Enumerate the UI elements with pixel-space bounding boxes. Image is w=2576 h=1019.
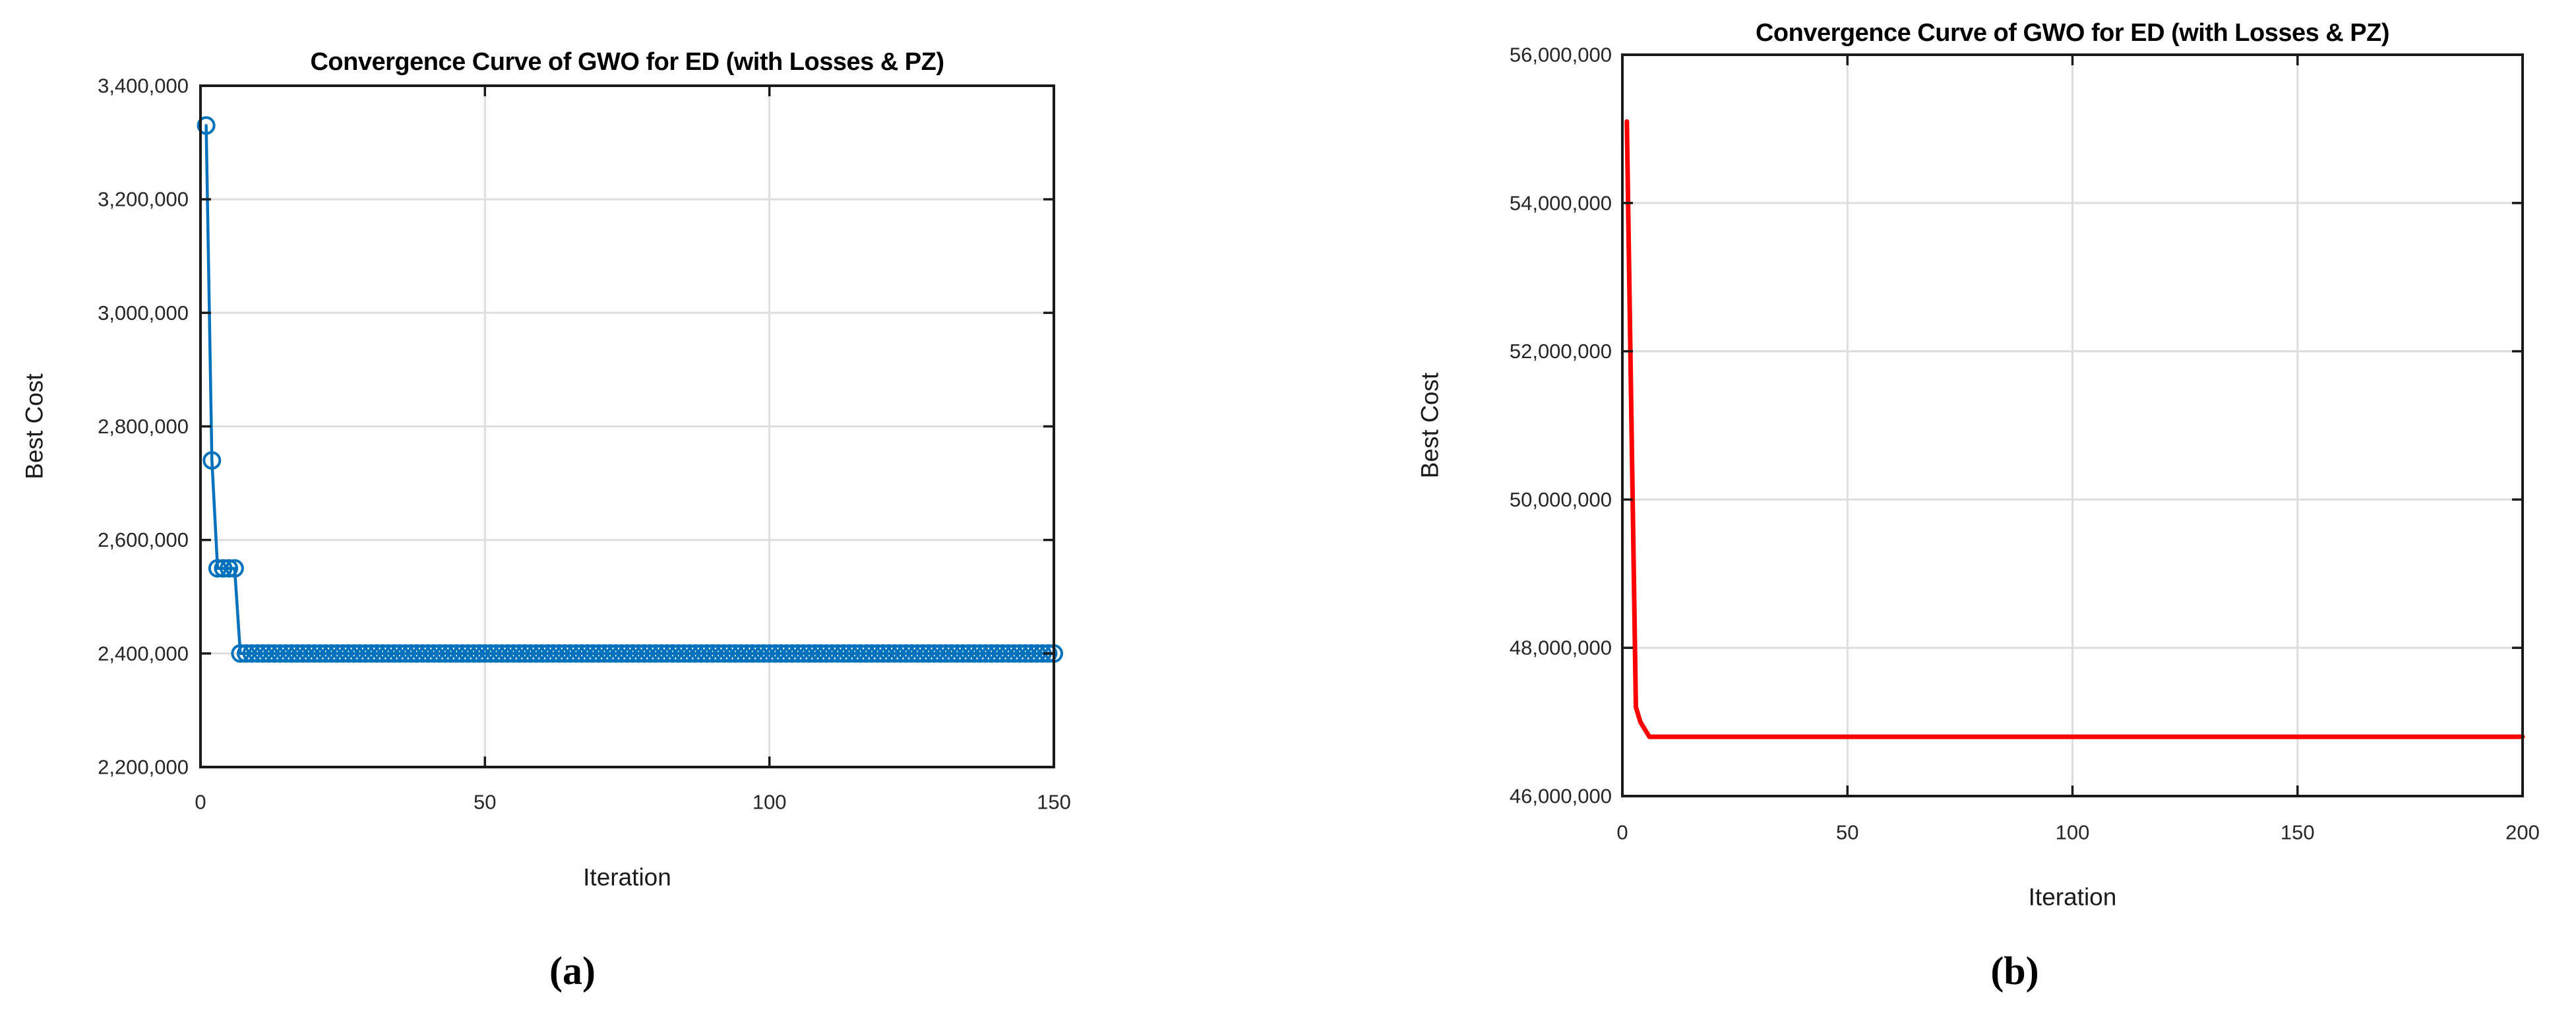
chart-b-convergence-plot: 46,000,000 48,000,000 50,000,000 52,000,000…: [1417, 19, 2540, 911]
y-tick-label: 3,200,000: [98, 188, 189, 211]
subfigure-label-a: (a): [549, 949, 596, 993]
series-marker: [1039, 644, 1058, 663]
y-tick-label: 3,000,000: [98, 301, 189, 324]
x-tick-label: 50: [1836, 821, 1858, 844]
y-tick-label: 54,000,000: [1510, 191, 1612, 214]
x-axis-label: Iteration: [583, 864, 671, 891]
series-line-gwo-best-cost: [1624, 119, 2525, 739]
series-marker: [202, 451, 222, 470]
y-tick-label: 2,600,000: [98, 528, 189, 551]
figure-b: 46,000,000 48,000,000 50,000,000 52,000,000…: [1290, 0, 2576, 1019]
axes-box: [199, 84, 1055, 768]
chart-a-convergence-plot: 2,200,000 2,400,000 2,600,000 2,800,000 3,00…: [21, 48, 1071, 891]
series-marker: [225, 559, 244, 578]
y-tick-label: 56,000,000: [1510, 44, 1612, 67]
series-marker: [220, 559, 239, 578]
y-tick-label: 50,000,000: [1510, 488, 1612, 511]
series-line-gwo-best-cost: [204, 124, 1056, 656]
chart-title: Convergence Curve of GWO for ED (with Lo…: [1756, 19, 2389, 47]
y-tick-label: 3,400,000: [98, 75, 189, 98]
series-marker: [214, 559, 233, 578]
x-tick-label: 50: [474, 791, 496, 814]
y-tick-label: 2,200,000: [98, 756, 189, 779]
y-tick-label: 46,000,000: [1510, 785, 1612, 808]
y-tick-label: 2,800,000: [98, 415, 189, 438]
x-tick-label: 0: [1616, 821, 1628, 844]
figure-a: 2,200,000 2,400,000 2,600,000 2,800,000 3,00…: [0, 0, 1286, 1019]
y-tick-label: 52,000,000: [1510, 340, 1612, 363]
x-tick-label: 100: [752, 791, 787, 814]
chart-title: Convergence Curve of GWO for ED (with Lo…: [310, 48, 944, 76]
x-axis-label: Iteration: [2029, 884, 2117, 911]
x-tick-label: 100: [2056, 821, 2090, 844]
y-tick-label: 48,000,000: [1510, 636, 1612, 660]
axes-box: [1621, 53, 2524, 797]
y-axis-label: Best Cost: [1417, 372, 1444, 478]
y-axis-label: Best Cost: [21, 373, 48, 479]
series-marker: [197, 116, 216, 135]
x-tick-label: 0: [195, 791, 206, 814]
x-tick-label: 200: [2505, 821, 2540, 844]
x-tick-label: 150: [1037, 791, 1071, 814]
y-tick-label: 2,400,000: [98, 642, 189, 665]
x-tick-label: 150: [2281, 821, 2315, 844]
subfigure-label-b: (b): [1990, 949, 2039, 993]
